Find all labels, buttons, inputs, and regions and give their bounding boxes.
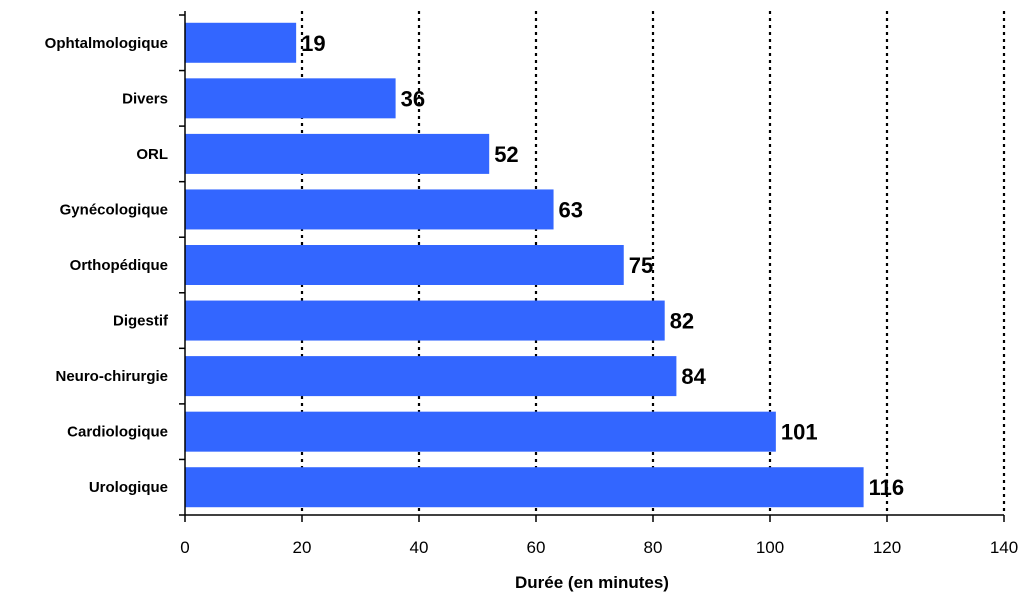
- data-label: 52: [494, 142, 518, 167]
- bar: [185, 356, 677, 397]
- x-tick-label: 80: [644, 538, 663, 557]
- bar: [185, 411, 776, 452]
- bar: [185, 300, 665, 341]
- bar: [185, 245, 624, 285]
- data-label: 84: [681, 364, 706, 389]
- x-tick-label: 60: [527, 538, 546, 557]
- data-label: 75: [629, 253, 653, 278]
- bars: [185, 22, 864, 508]
- x-axis-title: Durée (en minutes): [515, 573, 669, 592]
- x-tick-label: 140: [990, 538, 1018, 557]
- bar: [185, 22, 297, 63]
- labels: 0 20 40 60 80 100 120 140 Ophtalmologique 19 Diver…: [45, 31, 1019, 557]
- bar: [185, 133, 490, 174]
- data-label: 116: [869, 475, 905, 500]
- category-label: ORL: [136, 146, 168, 163]
- category-label: Orthopédique: [70, 257, 168, 274]
- x-tick-label: 120: [873, 538, 901, 557]
- bar: [185, 189, 554, 230]
- x-tick-label: 40: [410, 538, 429, 557]
- category-label: Neuro-chirurgie: [55, 368, 168, 385]
- data-label: 63: [559, 197, 583, 222]
- data-label: 101: [781, 420, 818, 445]
- category-label: Cardiologique: [67, 424, 168, 441]
- category-label: Ophtalmologique: [45, 35, 168, 52]
- x-tick-label: 100: [756, 538, 784, 557]
- category-label: Divers: [122, 90, 168, 107]
- data-label: 36: [401, 86, 425, 111]
- category-label: Urologique: [89, 479, 168, 496]
- bar: [185, 78, 396, 119]
- bar: [185, 467, 864, 508]
- category-label: Digestif: [113, 313, 169, 330]
- data-label: 82: [670, 309, 694, 334]
- axes: [179, 11, 1005, 522]
- x-tick-label: 0: [180, 538, 189, 557]
- x-tick-label: 20: [293, 538, 312, 557]
- category-label: Gynécologique: [60, 201, 168, 218]
- data-label: 19: [301, 31, 325, 56]
